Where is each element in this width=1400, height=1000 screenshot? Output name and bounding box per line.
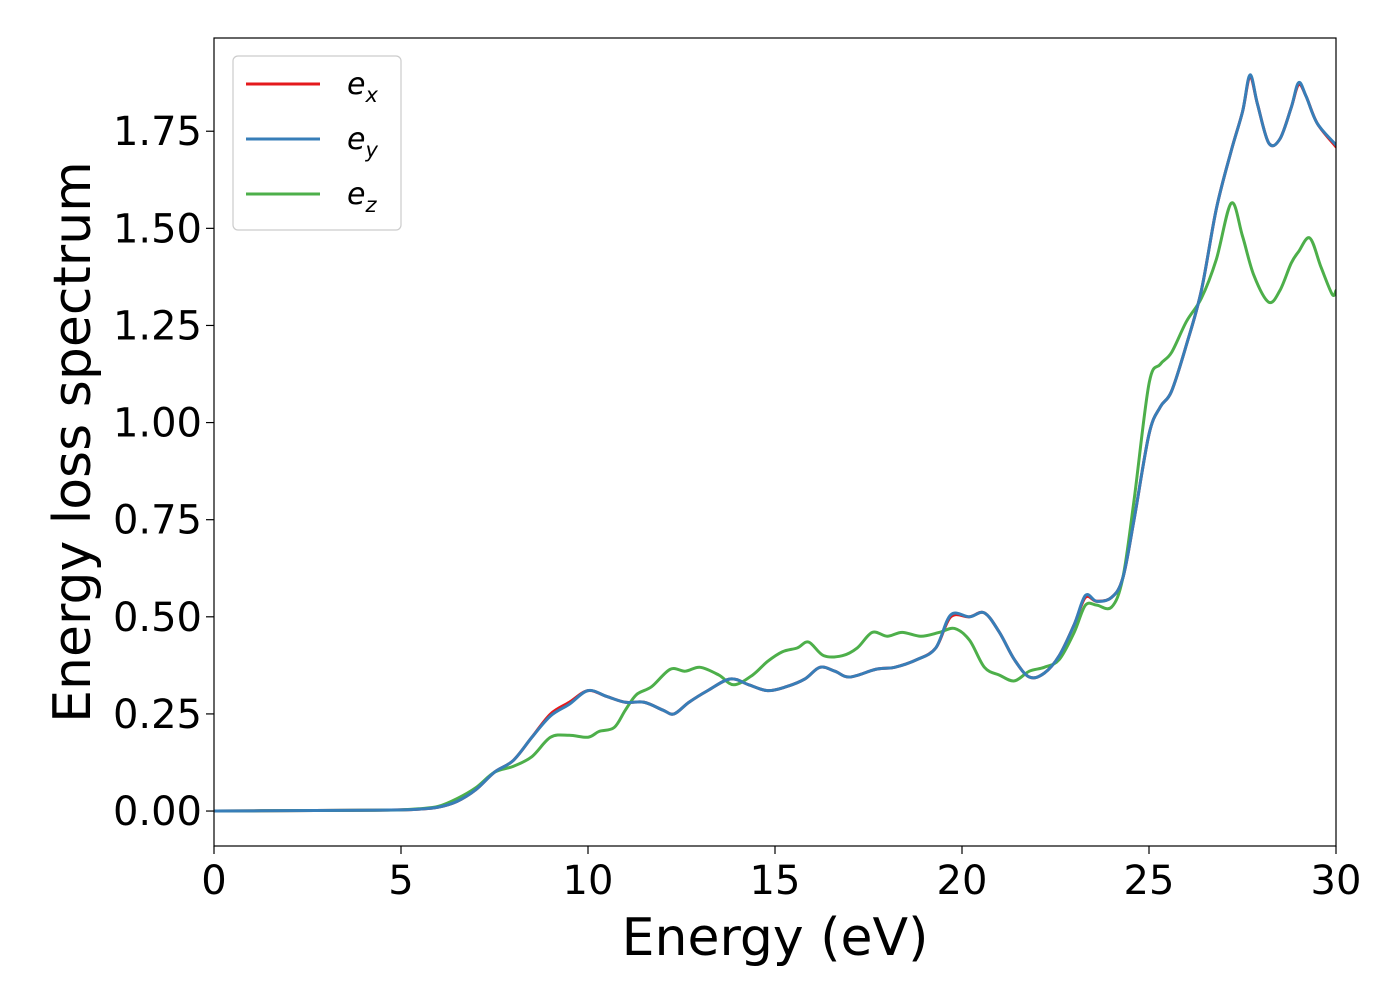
x-axis-title: Energy (eV) [622, 908, 929, 968]
y-tick-label: 1.00 [113, 401, 202, 447]
x-tick-label: 25 [1124, 858, 1175, 904]
y-tick-label: 0.75 [113, 498, 202, 544]
x-tick-label: 15 [750, 858, 801, 904]
y-tick-label: 1.25 [113, 303, 202, 349]
y-tick-label: 0.00 [113, 789, 202, 835]
y-axis-ticks: 0.00 0.25 0.50 0.75 1.00 1.25 1.50 1.75 [113, 109, 214, 835]
y-tick-label: 0.25 [113, 692, 202, 738]
y-tick-label: 0.50 [113, 595, 202, 641]
x-tick-label: 20 [937, 858, 988, 904]
series-line-ez [214, 201, 1336, 813]
y-tick-label: 1.75 [113, 109, 202, 155]
series-layer [214, 73, 1336, 813]
legend-label-ey: ey [347, 122, 378, 162]
x-tick-label: 10 [563, 858, 614, 904]
y-tick-label: 1.50 [113, 206, 202, 252]
legend-label-ex: ex [347, 67, 378, 107]
x-tick-label: 5 [388, 858, 413, 904]
series-line-ey [214, 73, 1336, 813]
y-axis-title: Energy loss spectrum [43, 161, 103, 723]
legend-label-ez: ez [347, 177, 377, 217]
legend: ex ey ez [232, 55, 402, 231]
legend-box [232, 55, 402, 231]
x-tick-label: 30 [1311, 858, 1362, 904]
x-tick-label: 0 [201, 858, 226, 904]
x-axis-ticks: 0 5 10 15 20 25 30 [201, 846, 1361, 904]
